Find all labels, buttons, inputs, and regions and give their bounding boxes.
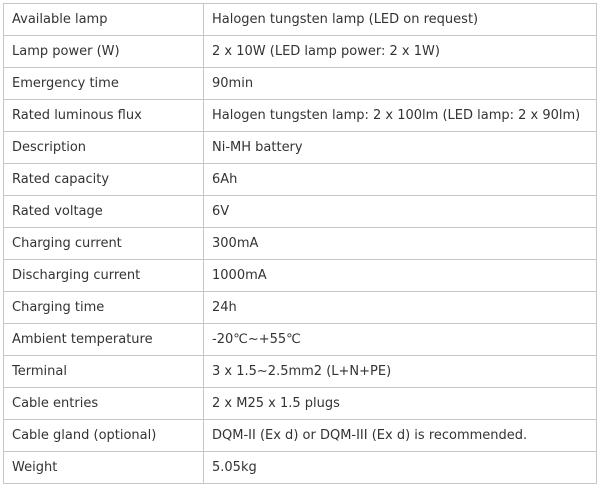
- table-row: Rated luminous flux Halogen tungsten lam…: [3, 99, 597, 132]
- spec-label-cell: Terminal: [3, 355, 204, 388]
- table-row: Rated voltage 6V: [3, 195, 597, 228]
- spec-label-cell: Rated luminous flux: [3, 99, 204, 132]
- spec-value-cell: Halogen tungsten lamp (LED on request): [203, 3, 597, 36]
- table-row: Charging time 24h: [3, 291, 597, 324]
- table-row: Terminal 3 x 1.5~2.5mm2 (L+N+PE): [3, 355, 597, 388]
- spec-value-cell: 2 x M25 x 1.5 plugs: [203, 387, 597, 420]
- table-row: Description Ni-MH battery: [3, 131, 597, 164]
- spec-label-cell: Emergency time: [3, 67, 204, 100]
- spec-label-cell: Lamp power (W): [3, 35, 204, 68]
- table-row: Ambient temperature -20℃~+55℃: [3, 323, 597, 356]
- spec-value-cell: 300mA: [203, 227, 597, 260]
- spec-value-cell: 6Ah: [203, 163, 597, 196]
- specifications-table: Available lamp Halogen tungsten lamp (LE…: [3, 3, 597, 484]
- spec-label-cell: Cable gland (optional): [3, 419, 204, 452]
- table-row: Discharging current 1000mA: [3, 259, 597, 292]
- spec-value-cell: 2 x 10W (LED lamp power: 2 x 1W): [203, 35, 597, 68]
- spec-label-cell: Ambient temperature: [3, 323, 204, 356]
- spec-value-cell: 6V: [203, 195, 597, 228]
- spec-label-cell: Charging time: [3, 291, 204, 324]
- spec-label-cell: Cable entries: [3, 387, 204, 420]
- spec-value-cell: 3 x 1.5~2.5mm2 (L+N+PE): [203, 355, 597, 388]
- spec-value-cell: DQM-II (Ex d) or DQM-III (Ex d) is recom…: [203, 419, 597, 452]
- table-row: Emergency time 90min: [3, 67, 597, 100]
- spec-value-cell: -20℃~+55℃: [203, 323, 597, 356]
- spec-value-cell: 1000mA: [203, 259, 597, 292]
- spec-value-cell: 90min: [203, 67, 597, 100]
- spec-value-cell: 5.05kg: [203, 451, 597, 484]
- table-row: Cable gland (optional) DQM-II (Ex d) or …: [3, 419, 597, 452]
- table-row: Rated capacity 6Ah: [3, 163, 597, 196]
- table-row: Charging current 300mA: [3, 227, 597, 260]
- spec-label-cell: Description: [3, 131, 204, 164]
- table-row: Available lamp Halogen tungsten lamp (LE…: [3, 3, 597, 36]
- spec-value-cell: Ni-MH battery: [203, 131, 597, 164]
- table-row: Cable entries 2 x M25 x 1.5 plugs: [3, 387, 597, 420]
- spec-value-cell: 24h: [203, 291, 597, 324]
- spec-label-cell: Charging current: [3, 227, 204, 260]
- table-row: Lamp power (W) 2 x 10W (LED lamp power: …: [3, 35, 597, 68]
- spec-label-cell: Discharging current: [3, 259, 204, 292]
- spec-label-cell: Rated capacity: [3, 163, 204, 196]
- spec-value-cell: Halogen tungsten lamp: 2 x 100lm (LED la…: [203, 99, 597, 132]
- table-row: Weight 5.05kg: [3, 451, 597, 484]
- spec-label-cell: Available lamp: [3, 3, 204, 36]
- specifications-table-body: Available lamp Halogen tungsten lamp (LE…: [3, 3, 597, 484]
- spec-label-cell: Rated voltage: [3, 195, 204, 228]
- spec-label-cell: Weight: [3, 451, 204, 484]
